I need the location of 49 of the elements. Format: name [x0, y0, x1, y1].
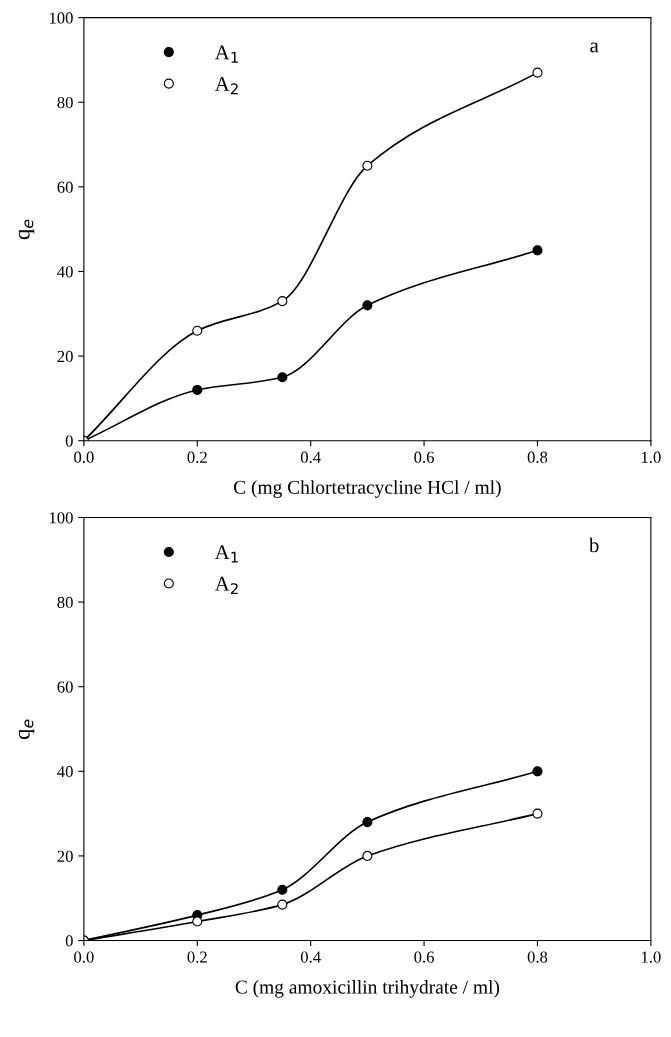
x-tick-label: 0.8: [527, 451, 548, 463]
legend-label: A$_{1}$: [214, 545, 238, 563]
point: [532, 808, 543, 819]
y-tick-label: 100: [49, 512, 73, 524]
point: [532, 67, 543, 78]
y-tick-label: 0: [65, 435, 73, 447]
y-tick-label: 0: [65, 935, 73, 947]
y-tick-label: 20: [57, 850, 73, 862]
legend-label: A$_{2}$: [214, 576, 238, 594]
point: [532, 766, 543, 777]
y-tick-label: 80: [57, 596, 73, 609]
y-axis-title: q$_{e}$: [18, 719, 35, 739]
y-tick-label: 40: [57, 266, 73, 278]
annotation: a: [590, 42, 599, 53]
point: [362, 850, 373, 862]
point: [277, 372, 288, 383]
x-tick-label: 0.6: [414, 451, 434, 463]
x-tick-label: 0.8: [527, 951, 548, 963]
x-tick-label: 0.0: [74, 451, 94, 463]
point: [277, 884, 288, 895]
point: [362, 300, 373, 311]
x-tick-label: 1.0: [641, 951, 661, 963]
y-tick-label: 40: [57, 766, 73, 778]
point: [192, 325, 203, 336]
y-tick-label: 60: [57, 681, 73, 693]
annotation: b: [588, 537, 599, 553]
point: [192, 384, 203, 396]
x-tick-label: 1.0: [641, 451, 661, 463]
x-tick-label: 0.0: [74, 951, 94, 963]
x-tick-label: 0.2: [187, 951, 207, 963]
x-tick-label: 0.4: [300, 451, 321, 463]
x-axis-title: C (mg Chlortetracycline HCl / ml): [233, 480, 501, 498]
y-tick-label: 100: [49, 12, 73, 24]
point: [192, 916, 203, 927]
x-tick-label: 0.2: [187, 451, 207, 463]
y-tick-label: 80: [57, 96, 73, 109]
legend-label: A$_{1}$: [214, 45, 238, 63]
y-tick-label: 20: [57, 350, 73, 363]
y-axis-title: q$_{e}$: [18, 219, 35, 240]
point: [362, 817, 373, 828]
point: [277, 296, 288, 307]
point: [277, 899, 288, 910]
x-tick-label: 0.6: [414, 951, 434, 963]
y-tick-label: 60: [57, 181, 73, 193]
x-axis-title: C (mg amoxicillin trihydrate / ml): [235, 979, 500, 998]
legend-label: A$_{2}$: [214, 76, 238, 95]
point: [362, 160, 373, 171]
point: [532, 245, 543, 256]
x-tick-label: 0.4: [300, 951, 321, 963]
